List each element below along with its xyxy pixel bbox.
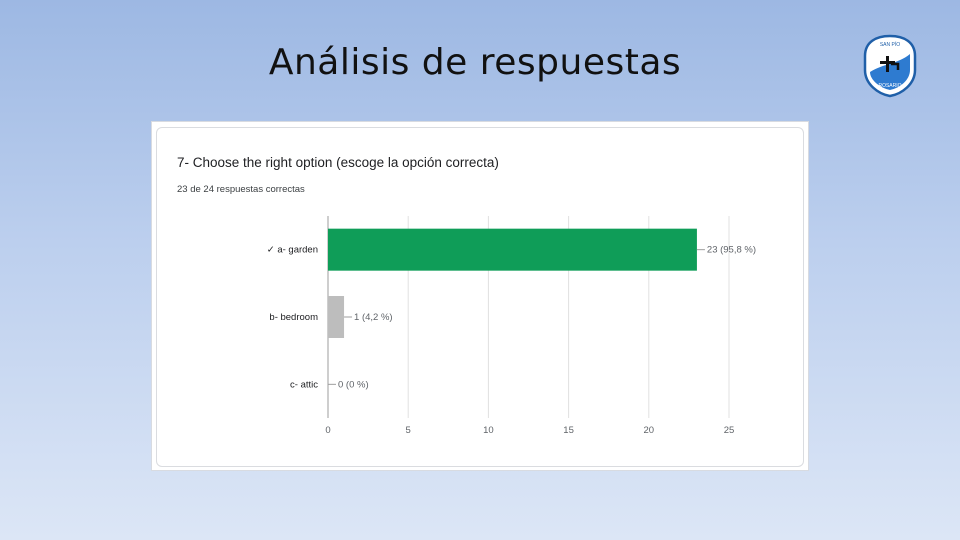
x-tick-label: 10 <box>483 425 494 436</box>
bar <box>328 296 345 338</box>
slide-title: Análisis de respuestas <box>268 42 682 83</box>
x-tick-label: 20 <box>644 425 655 436</box>
bar <box>328 228 697 271</box>
bar-chart: 0 5 10 15 20 25 ✓ a- garden 23 (95,8 %) b- bedro… <box>267 216 756 436</box>
x-tick-label: 25 <box>724 425 735 436</box>
responses-panel: 7- Choose the right option (escoge la op… <box>151 121 809 471</box>
category-label: c- attic <box>290 379 318 390</box>
question-title: 7- Choose the right option (escoge la op… <box>177 155 499 170</box>
svg-text:ROSARIO: ROSARIO <box>878 83 901 89</box>
category-label: b- bedroom <box>269 312 318 323</box>
x-tick-label: 5 <box>406 425 411 436</box>
school-logo: SAN PÍO ROSARIO <box>863 34 917 98</box>
data-label: 0 (0 %) <box>338 379 369 390</box>
category-label: ✓ a- garden <box>267 245 318 256</box>
x-tick-label: 15 <box>563 425 574 436</box>
svg-text:SAN PÍO: SAN PÍO <box>880 41 900 48</box>
data-label: 23 (95,8 %) <box>707 245 756 256</box>
data-label: 1 (4,2 %) <box>354 312 393 323</box>
question-card: 7- Choose the right option (escoge la op… <box>156 127 804 467</box>
x-tick-label: 0 <box>325 425 330 436</box>
correct-summary: 23 de 24 respuestas correctas <box>177 184 305 195</box>
